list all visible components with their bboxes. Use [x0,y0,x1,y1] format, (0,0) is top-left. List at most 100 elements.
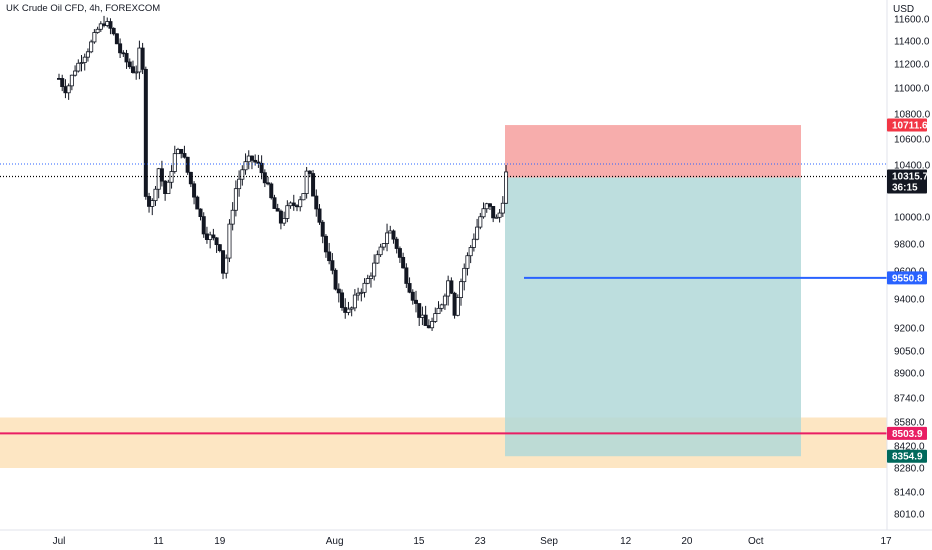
time-axis[interactable]: Jul 11 19 Aug 15 23 Sep 12 20 Oct 17 [0,529,932,547]
candle [340,289,345,311]
candle-body [340,292,345,308]
candle-body [227,223,232,259]
candle [227,219,232,263]
candle-body [430,321,435,329]
candle [381,243,386,251]
candle [484,202,489,213]
candle [455,294,460,317]
candle-body [484,203,489,210]
target-level-tag[interactable]: 9550.8 [887,271,927,285]
candle-body [266,182,271,185]
candle-body [253,159,258,163]
candle-body [179,148,184,154]
candle [204,226,209,244]
candle [487,203,492,211]
candle [69,74,74,91]
price-tick-label: 8580.0 [894,418,925,429]
candle-body [426,325,431,329]
candle [262,169,267,188]
candle [134,65,139,80]
last-price-tag[interactable]: 10315.736:15 [887,169,929,194]
candle-body [121,52,126,55]
candle-body [166,181,171,194]
candle-body [497,212,502,218]
price-tick-label: 9800.0 [894,240,925,251]
candle-body [330,260,335,271]
candle-body [336,288,341,294]
candle [256,154,261,168]
candle-body [153,188,158,202]
candle-body [204,233,209,240]
time-tick-label: 11 [153,536,164,547]
candle [417,303,422,327]
candle-body [311,173,316,197]
candle [304,166,309,199]
target-level-tag-bg [887,271,927,285]
candle [150,198,155,216]
candle-body [388,230,393,234]
candle-body [304,170,309,194]
candle-body [394,238,399,249]
support-level-tag[interactable]: 8503.9 [887,426,927,440]
candle [388,225,393,234]
candle [156,167,161,199]
candle-body [459,281,464,298]
candle-body [147,196,152,207]
candle-body [272,197,277,209]
time-tick-label: Aug [326,536,344,547]
candle-body [436,307,441,314]
candle [320,220,325,244]
candle [291,194,296,211]
candle-body [76,62,81,72]
candle-body [356,292,361,296]
candle-body [481,208,486,218]
candle-body [243,161,248,171]
candle-body [323,235,328,253]
candle-body [198,208,203,217]
candle [198,208,203,221]
candle [179,148,184,159]
candle-body [294,205,299,208]
candle-body [346,308,351,313]
candle [95,26,100,34]
stop-level-tag[interactable]: 10711.6 [887,118,928,132]
candle-body [420,314,425,318]
take-profit-zone[interactable] [505,177,801,457]
candle [175,147,180,155]
candle [124,49,129,69]
candle-body [172,153,177,172]
candle [311,169,316,197]
candle [378,243,383,258]
candle [439,303,444,312]
candle [278,209,283,230]
candle-body [85,51,90,58]
candle [185,156,190,175]
candle-body [317,208,322,223]
candle [333,268,338,291]
candle-body [404,267,409,284]
time-tick-label: 23 [475,536,487,547]
price-tick-label: 11600.0 [894,15,930,26]
candle [102,15,107,28]
candle [426,319,431,329]
stop-loss-zone[interactable] [505,125,801,178]
candle [504,164,509,205]
candle-body [66,85,71,94]
lower-target-tag[interactable]: 8354.9 [887,449,927,463]
candle [323,234,328,258]
candle-body [140,47,145,70]
target-level-tag-text: 9550.8 [892,273,923,284]
candle-body [282,218,287,224]
candle [208,231,213,249]
price-tick-label: 11400.0 [894,37,930,48]
candle-body [127,61,132,68]
candle-body [504,171,509,204]
candle-body [240,169,245,180]
price-tick-label: 10400.0 [894,161,931,172]
candle-body [63,86,68,94]
candle [233,180,238,217]
candle-body [500,202,505,214]
candle-body [433,313,438,322]
candle-body [82,56,87,63]
